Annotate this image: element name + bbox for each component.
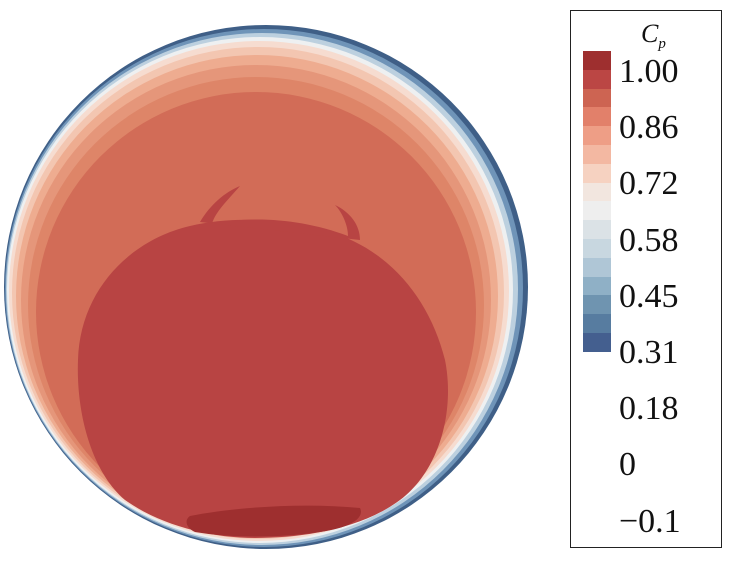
contour-core-notch xyxy=(200,186,360,240)
colorbar-swatch xyxy=(583,69,611,89)
colorbar-tick-label: −0.1 xyxy=(619,502,681,540)
colorbar-swatch xyxy=(583,182,611,202)
colorbar-swatches xyxy=(583,51,611,352)
colorbar-swatch xyxy=(583,163,611,183)
colorbar-swatch xyxy=(583,88,611,108)
colorbar-tick-label: 1.00 xyxy=(619,53,679,90)
colorbar-tick-label: 0.58 xyxy=(619,221,679,259)
colorbar-swatch xyxy=(583,238,611,258)
colorbar-tick-label: 0.18 xyxy=(619,390,679,428)
colorbar-swatch xyxy=(583,201,611,221)
colorbar-swatch xyxy=(583,257,611,277)
contour-max-spot xyxy=(186,505,361,537)
colorbar-swatch xyxy=(583,332,611,352)
colorbar-swatch xyxy=(583,276,611,296)
colorbar-swatch xyxy=(583,126,611,145)
colorbar-swatch xyxy=(583,314,611,333)
colorbar-tick-label: 0.86 xyxy=(619,109,679,147)
contour-core-region xyxy=(77,219,448,538)
legend-title: Cp xyxy=(641,19,666,53)
colorbar-swatch xyxy=(583,107,611,127)
colorbar-tick-label: 0.31 xyxy=(619,334,679,371)
colorbar-swatch xyxy=(583,220,611,239)
colorbar-legend: Cp 1.00 0.86 0.72 0.58 0.45 0.31 0.18 0 −0.1 xyxy=(570,10,722,548)
pressure-contour-plot xyxy=(4,25,528,549)
colorbar-swatch xyxy=(583,144,611,164)
colorbar-tick-label: 0.72 xyxy=(619,165,679,203)
colorbar-tick-label: 0 xyxy=(619,446,636,484)
colorbar-tick-label: 0.45 xyxy=(619,277,679,315)
colorbar-swatch xyxy=(583,295,611,315)
contour-disc xyxy=(4,25,528,549)
colorbar-swatch xyxy=(583,51,611,70)
